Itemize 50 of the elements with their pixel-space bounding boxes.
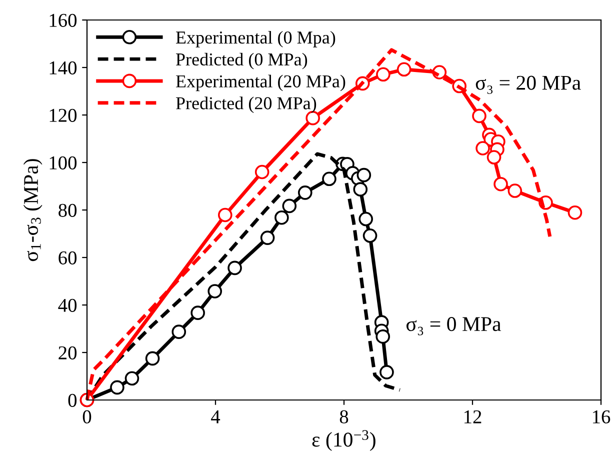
y-tick-label: 0 (68, 394, 77, 407)
x-tick-label: 4 (211, 410, 220, 424)
point (380, 365, 394, 380)
point (494, 176, 508, 192)
point (282, 198, 297, 214)
y-tick-label: 160 (50, 14, 77, 27)
point (208, 284, 222, 298)
legend-label: Experimental (20 MPa) (176, 74, 346, 92)
y-tick-label: 100 (50, 156, 77, 170)
point (124, 371, 140, 386)
annotation: σ₃ = 20 MPa (476, 76, 581, 94)
point (472, 108, 486, 124)
point (172, 324, 186, 339)
x-tick-label: 16 (592, 410, 610, 424)
x-tick-label: 12 (464, 410, 482, 424)
legend-label: Experimental (0 Mpa) (176, 30, 336, 48)
point (218, 208, 232, 222)
y-tick-label: 60 (58, 251, 77, 264)
y-tick-label: 40 (58, 298, 77, 312)
point (362, 228, 378, 243)
annotation: σ₃ = 0 MPa (406, 317, 502, 336)
point (356, 168, 372, 182)
point (145, 351, 160, 366)
y-tick-label: 140 (50, 61, 77, 74)
point (568, 205, 582, 220)
legend-label: Predicted (20 MPa) (176, 96, 316, 114)
point (376, 67, 390, 82)
point (353, 182, 368, 196)
x-tick-label: 8 (340, 410, 348, 424)
point (228, 260, 242, 276)
point (358, 212, 373, 226)
point (486, 150, 502, 164)
point (274, 210, 289, 225)
y-tick-label: 80 (58, 204, 77, 217)
point (508, 184, 522, 198)
point (260, 230, 275, 245)
point (322, 172, 336, 186)
legend-label: Predicted (0 MPa) (176, 52, 308, 70)
point (190, 306, 205, 320)
point (396, 62, 412, 77)
point (254, 164, 270, 180)
x-tick-label: 0 (82, 410, 92, 424)
point (476, 141, 490, 156)
point (110, 380, 124, 395)
point (298, 186, 312, 200)
point (376, 329, 390, 344)
y-tick-label: 20 (58, 346, 77, 360)
x-axis-title: ε (10$^{−3}$) (312, 430, 376, 451)
y-axis-title: σ$_{1}$-σ$_{3}$ (MPa) (23, 159, 42, 262)
y-tick-label: 120 (50, 108, 77, 122)
